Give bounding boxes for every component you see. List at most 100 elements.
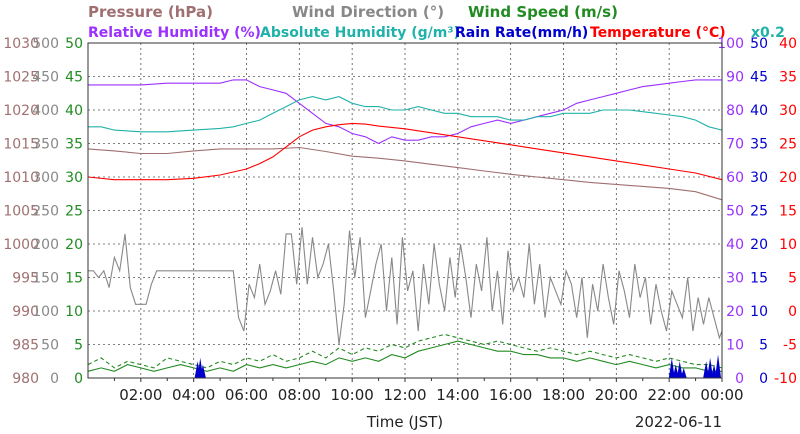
left-axes-labels: 1030102510201015101010051000995990985980… bbox=[3, 36, 83, 387]
x-tick-label: 04:00 bbox=[172, 386, 215, 404]
legend-entry: Relative Humidity (%) bbox=[88, 25, 261, 41]
tick-label-wind_direction: 500 bbox=[32, 36, 59, 52]
rain-rate-bar bbox=[715, 354, 722, 378]
tick-label-wind_direction: 250 bbox=[32, 204, 59, 220]
tick-label-pressure: 1010 bbox=[3, 170, 39, 186]
x-tick-label: 10:00 bbox=[331, 386, 374, 404]
tick-label-temperature: 40 bbox=[779, 36, 797, 52]
tick-label-pressure: 985 bbox=[12, 338, 39, 354]
tick-label-temperature: 25 bbox=[779, 137, 797, 153]
tick-label-wind_direction: 0 bbox=[50, 371, 59, 387]
tick-label-wind_speed: 10 bbox=[65, 304, 83, 320]
tick-label-rain_rate: 10 bbox=[750, 304, 768, 320]
tick-label-humidity: 30 bbox=[726, 271, 744, 287]
tick-label-rain_rate: 20 bbox=[750, 237, 768, 253]
tick-label-temperature: -10 bbox=[774, 371, 797, 387]
rain-rate-bar bbox=[668, 357, 675, 378]
tick-label-humidity: 20 bbox=[726, 304, 744, 320]
rain-rate-bar bbox=[703, 361, 710, 378]
rain-rate-bar bbox=[676, 361, 683, 378]
right-axes-labels: 1009080706050403020100504540353025201510… bbox=[717, 36, 797, 387]
tick-label-wind_direction: 50 bbox=[41, 338, 59, 354]
tick-label-temperature: 20 bbox=[779, 170, 797, 186]
x-tick-label: 02:00 bbox=[119, 386, 162, 404]
tick-label-pressure: 1005 bbox=[3, 204, 39, 220]
tick-label-pressure: 1030 bbox=[3, 36, 39, 52]
legend-row-2: Relative Humidity (%) Absolute Humidity (… bbox=[88, 25, 785, 41]
plot-frame bbox=[87, 42, 723, 379]
legend-entry: Pressure (hPa) bbox=[88, 3, 213, 21]
tick-label-humidity: 40 bbox=[726, 237, 744, 253]
legend-entry: Wind Speed (m/s) bbox=[468, 3, 618, 21]
tick-label-wind_direction: 300 bbox=[32, 170, 59, 186]
tick-label-temperature: 10 bbox=[779, 237, 797, 253]
legend-row-1: Pressure (hPa) Wind Direction (°) Wind Spe… bbox=[88, 3, 618, 21]
series-line-4 bbox=[88, 227, 723, 345]
tick-label-rain_rate: 30 bbox=[750, 170, 768, 186]
series-line-0 bbox=[88, 79, 722, 145]
x-tick-label: 08:00 bbox=[278, 386, 321, 404]
x-tick-label: 12:00 bbox=[383, 386, 426, 404]
tick-label-rain_rate: 0 bbox=[759, 371, 768, 387]
tick-label-wind_direction: 200 bbox=[32, 237, 59, 253]
tick-label-wind_speed: 5 bbox=[74, 338, 83, 354]
tick-label-rain_rate: 15 bbox=[750, 271, 768, 287]
rain-rate-bar bbox=[680, 367, 687, 378]
tick-label-wind_speed: 40 bbox=[65, 103, 83, 119]
tick-label-temperature: 35 bbox=[779, 70, 797, 86]
tick-label-humidity: 100 bbox=[717, 36, 744, 52]
tick-label-wind_speed: 35 bbox=[65, 137, 83, 153]
tick-label-temperature: 0 bbox=[788, 304, 797, 320]
legend-entry: Temperature (°C) bbox=[590, 25, 726, 41]
tick-label-humidity: 0 bbox=[735, 371, 744, 387]
series-line-3 bbox=[87, 122, 723, 181]
plot-area bbox=[87, 79, 723, 378]
tick-label-wind_direction: 350 bbox=[32, 137, 59, 153]
tick-label-humidity: 10 bbox=[726, 338, 744, 354]
tick-label-humidity: 80 bbox=[726, 103, 744, 119]
legend-entry: Rain Rate(mm/h) bbox=[455, 25, 588, 41]
chart-grid bbox=[88, 43, 722, 378]
legend-entry: x0.2 bbox=[751, 25, 785, 41]
tick-label-rain_rate: 5 bbox=[759, 338, 768, 354]
tick-label-wind_direction: 100 bbox=[32, 304, 59, 320]
date-label: 2022-06-11 bbox=[635, 413, 722, 431]
series-line-5 bbox=[87, 340, 722, 372]
tick-label-humidity: 90 bbox=[726, 70, 744, 86]
tick-label-rain_rate: 35 bbox=[750, 137, 768, 153]
tick-label-temperature: 5 bbox=[788, 271, 797, 287]
x-tick-label: 16:00 bbox=[489, 386, 532, 404]
tick-label-wind_speed: 0 bbox=[74, 371, 83, 387]
x-tick-label: 18:00 bbox=[542, 386, 585, 404]
series-line-1 bbox=[88, 96, 723, 133]
tick-label-wind_speed: 20 bbox=[65, 237, 83, 253]
tick-label-pressure: 990 bbox=[12, 304, 39, 320]
series-line-6 bbox=[87, 333, 723, 369]
tick-label-pressure: 1020 bbox=[3, 103, 39, 119]
x-tick-label: 00:00 bbox=[700, 386, 743, 404]
tick-label-wind_speed: 30 bbox=[65, 170, 83, 186]
tick-label-temperature: 30 bbox=[779, 103, 797, 119]
legend-entry: Wind Direction (°) bbox=[292, 3, 444, 21]
rain-rate-bar bbox=[672, 364, 679, 378]
series-line-2 bbox=[87, 146, 723, 201]
tick-label-rain_rate: 45 bbox=[750, 70, 768, 86]
tick-label-pressure: 1025 bbox=[3, 70, 39, 86]
x-axis: 02:00 04:00 06:00 08:00 10:00 12:00 14:00 16:00… bbox=[113, 378, 744, 404]
tick-label-temperature: 15 bbox=[779, 204, 797, 220]
tick-label-rain_rate: 25 bbox=[750, 204, 768, 220]
tick-label-wind_speed: 15 bbox=[65, 271, 83, 287]
tick-label-rain_rate: 40 bbox=[750, 103, 768, 119]
tick-label-wind_direction: 150 bbox=[32, 271, 59, 287]
tick-label-humidity: 60 bbox=[726, 170, 744, 186]
tick-label-wind_speed: 25 bbox=[65, 204, 83, 220]
tick-label-wind_direction: 450 bbox=[32, 70, 59, 86]
tick-label-wind_direction: 400 bbox=[32, 103, 59, 119]
x-tick-label: 22:00 bbox=[648, 386, 691, 404]
tick-label-humidity: 50 bbox=[726, 204, 744, 220]
legend-entry: Absolute Humidity (g/m³) bbox=[260, 25, 460, 41]
tick-label-pressure: 1000 bbox=[3, 237, 39, 253]
rain-rate-bar bbox=[199, 364, 206, 378]
tick-label-pressure: 1015 bbox=[3, 137, 39, 153]
